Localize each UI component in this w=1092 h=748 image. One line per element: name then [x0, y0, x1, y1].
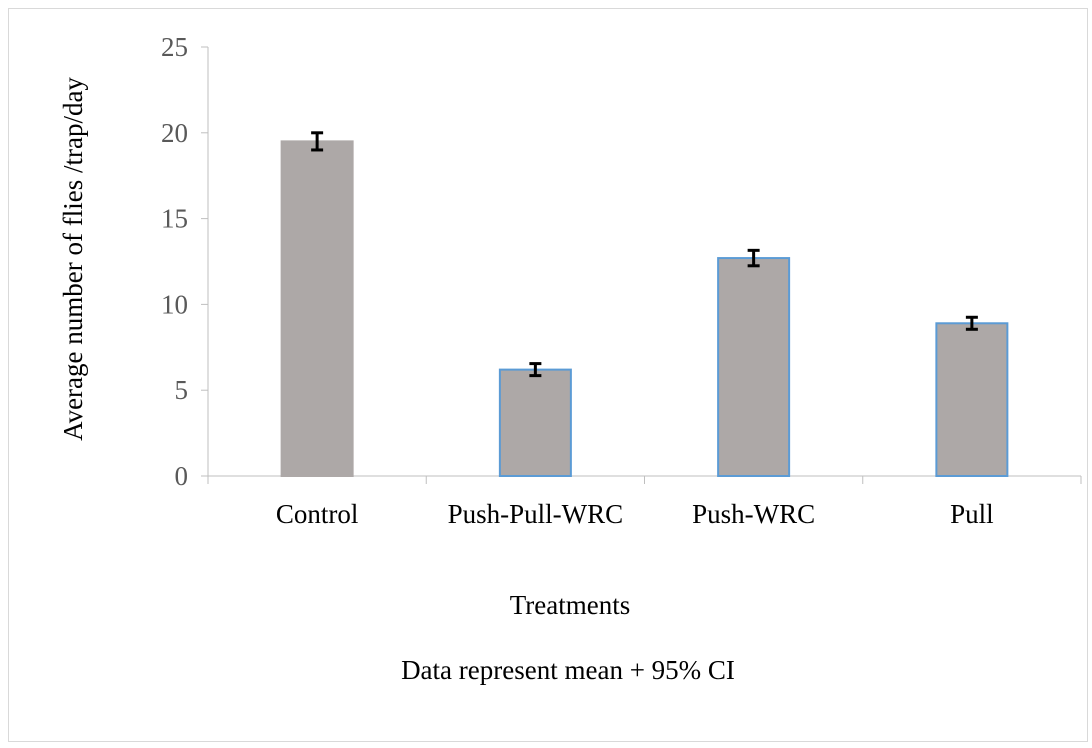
bar-push-wrc [717, 257, 791, 477]
y-axis: 0 5 10 15 20 25 [161, 32, 209, 491]
chart-frame: 0 5 10 15 20 25 Control Push-Pull-WRC Push-WRC P… [8, 8, 1088, 742]
category-label: Control [276, 499, 359, 529]
y-tick-label: 15 [161, 204, 188, 234]
y-tick-label: 25 [161, 32, 188, 62]
x-axis-title: Treatments [510, 590, 631, 620]
bar-push-pull-wrc [498, 368, 572, 477]
y-tick-label: 10 [161, 289, 188, 319]
y-tick-label: 0 [175, 461, 189, 491]
bar-chart: 0 5 10 15 20 25 Control Push-Pull-WRC Push-WRC P… [58, 32, 1082, 685]
y-axis-title: Average number of flies /trap/day [58, 77, 88, 441]
error-bars [311, 131, 978, 378]
bar-pull [935, 322, 1009, 477]
y-tick-label: 20 [161, 118, 188, 148]
bars [280, 140, 1009, 477]
category-label: Pull [950, 499, 994, 529]
x-axis [207, 475, 1082, 484]
category-labels: Control Push-Pull-WRC Push-WRC Pull [276, 499, 994, 529]
category-label: Push-WRC [692, 499, 815, 529]
chart-note: Data represent mean + 95% CI [401, 655, 735, 685]
bar-control [280, 140, 354, 477]
y-tick-label: 5 [175, 375, 189, 405]
category-label: Push-Pull-WRC [448, 499, 624, 529]
